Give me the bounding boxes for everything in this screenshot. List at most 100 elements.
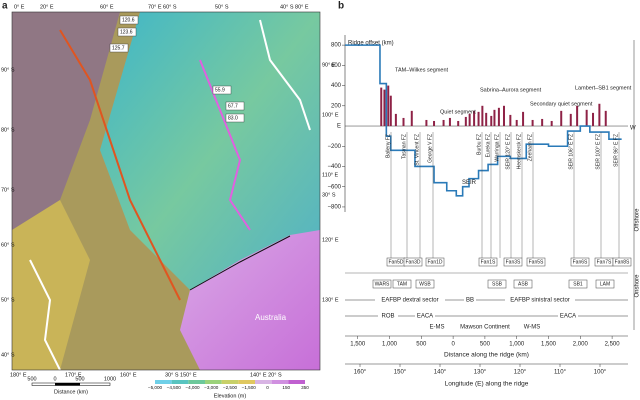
fz-label: SEIR 106° E FZ	[568, 134, 574, 170]
colorbar-swatch	[288, 380, 305, 384]
fz-label: Tasman FZ	[401, 134, 407, 159]
offset-bar	[569, 113, 572, 127]
map-label: 40° S 80° E	[280, 4, 309, 10]
fz-label: SEIR 96° E FZ	[613, 134, 619, 167]
colorbar-swatch	[171, 380, 189, 384]
y-tick-label: 600	[331, 63, 342, 69]
offset-bar	[464, 116, 467, 127]
y-tick-label: 800	[331, 43, 342, 49]
map	[12, 12, 320, 370]
age-box	[225, 101, 245, 111]
map-terrain	[12, 200, 90, 370]
terrane-label: EACA	[417, 314, 433, 320]
map-label: 30° S 150° E	[165, 372, 197, 378]
place-label: Australia	[255, 313, 287, 322]
x-tick-label: 2,500	[605, 342, 621, 348]
side-label: Offshore	[635, 208, 640, 232]
box-label: TAM	[397, 281, 407, 287]
box-label: LAM	[600, 281, 610, 287]
offset-bar	[550, 120, 553, 127]
box-label: Fan1S	[481, 259, 496, 265]
offset-bar	[448, 117, 451, 127]
x2-tick-label: 160°	[354, 370, 367, 376]
map-label: 70° S	[1, 187, 15, 193]
colorbar-tick: −4,000	[185, 385, 200, 390]
scale-tick: 500	[27, 376, 36, 382]
map-label: 130° E	[322, 297, 339, 303]
age-box	[225, 113, 245, 123]
colorbar-tick: −1,500	[242, 385, 257, 390]
colorbar-swatch	[238, 380, 255, 384]
map-label: 20° E	[40, 4, 54, 10]
box-label: Fan6S	[573, 259, 588, 265]
x2-tick-label: 110°	[554, 370, 567, 376]
y-axis-label: Ridge offset (km)	[348, 41, 394, 47]
offset-bar	[502, 105, 505, 127]
panel-label: b	[338, 1, 344, 12]
offset-bar	[485, 112, 488, 127]
offset-bar	[522, 111, 525, 127]
offset-bar	[497, 107, 500, 127]
sector-label: EAFBP dextral sector	[381, 298, 438, 304]
fz-label: St. Vincent FZ	[414, 134, 420, 166]
y-tick-label: −400	[327, 164, 341, 170]
map-label: 140° E 20° S	[250, 372, 282, 378]
label-box	[526, 257, 546, 267]
x2-tick-label: 150°	[394, 370, 407, 376]
scale-tick: 500	[75, 376, 84, 382]
x2-tick-label: 120°	[514, 370, 527, 376]
label-box	[392, 279, 412, 289]
offset-bar	[468, 113, 471, 127]
map-label: 80° S	[1, 127, 15, 133]
offset-bar	[585, 109, 588, 127]
map-label: 90° S	[1, 67, 15, 73]
offset-bar	[425, 119, 428, 127]
offset-bar	[394, 113, 397, 127]
colorbar-swatch	[221, 380, 239, 384]
map-label: 100° E	[322, 112, 339, 118]
terrane-bg	[558, 312, 578, 320]
x-tick-label: 1,000	[382, 342, 398, 348]
offset-bar	[481, 105, 484, 127]
x2-tick-label: 100°	[594, 370, 607, 376]
offset-bar	[490, 115, 493, 127]
colorbar-label: Elevation (m)	[214, 393, 247, 399]
map-label: 70° E 60° S	[148, 4, 177, 10]
label-box	[612, 257, 632, 267]
offset-bar	[576, 105, 579, 127]
map-label: 170° E	[65, 372, 82, 378]
sector-label: EAFBP sinistral sector	[510, 298, 570, 304]
offset-bar	[592, 112, 595, 127]
box-label: WSB	[419, 281, 431, 287]
map-coast	[189, 235, 291, 291]
map-label: 60° E	[100, 4, 114, 10]
terrane-bg	[415, 312, 435, 320]
sector-bg	[375, 296, 445, 304]
map-ocean	[100, 12, 320, 300]
colorbar-tick: 350	[301, 385, 309, 390]
terrane-label: W-MS	[524, 325, 541, 331]
segment-label: Lambert–SB1 segment	[575, 85, 632, 91]
age-box	[119, 15, 139, 25]
offset-bar	[531, 119, 534, 127]
label-box	[568, 279, 588, 289]
age-box	[109, 43, 129, 53]
scale-bar	[55, 383, 80, 386]
map-label: 50° S	[215, 4, 229, 10]
segment-label: Secondary quiet segment	[530, 101, 593, 107]
y-tick-label: −200	[327, 144, 341, 150]
map-terrain	[12, 12, 120, 230]
map-label: 50° S	[1, 297, 15, 303]
label-box	[478, 257, 498, 267]
age-label: 120.6	[122, 17, 135, 23]
colorbar-swatch	[255, 380, 272, 384]
box-label: Fan8S	[615, 259, 630, 265]
offset-bar	[410, 110, 413, 127]
box-label: SSB	[492, 281, 503, 287]
box-label: Fan5S	[529, 259, 544, 265]
offset-bar	[473, 110, 476, 127]
age-box	[117, 27, 137, 37]
map-label: 90° E	[322, 62, 336, 68]
series-label: SEIR	[462, 180, 477, 186]
